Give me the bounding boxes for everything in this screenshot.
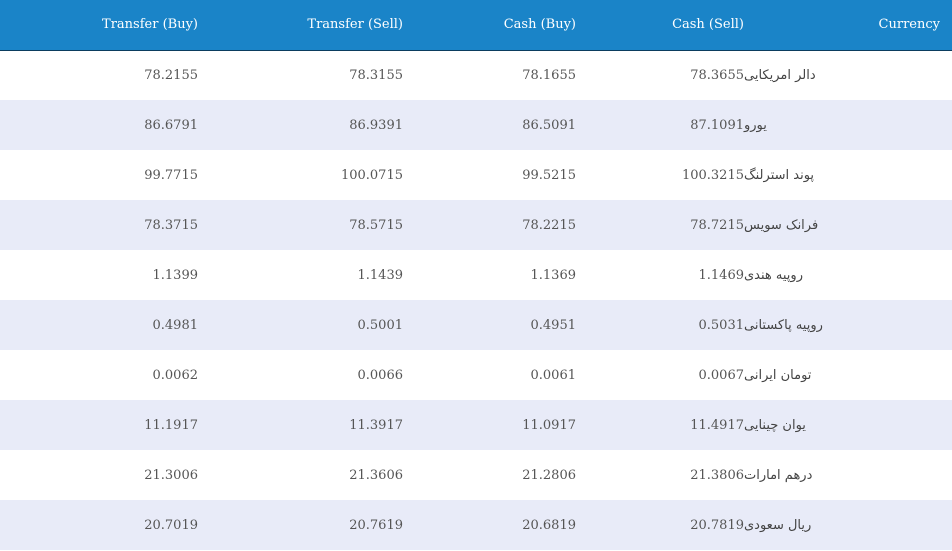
cell-currency: دالر امریکایی <box>744 67 816 83</box>
cell-cash-sell: 1.1469 <box>698 267 745 283</box>
cell-cash-buy: 21.2806 <box>522 467 576 483</box>
header-cash-buy[interactable]: Cash (Buy) <box>503 17 576 33</box>
table-row: 78.3715 78.5715 78.2215 78.7215 فرانک سو… <box>0 200 952 250</box>
cell-transfer-sell: 100.0715 <box>340 167 403 183</box>
table-body: 78.2155 78.3155 78.1655 78.3655 دالر امر… <box>0 50 952 550</box>
cell-currency: پوند استرلنگ <box>744 167 815 183</box>
cell-cash-sell: 100.3215 <box>681 167 744 183</box>
table-row: 11.1917 11.3917 11.0917 11.4917 یوان چین… <box>0 400 952 450</box>
cell-cash-buy: 78.2215 <box>522 217 576 233</box>
cell-currency: روپیه هندی <box>744 267 803 283</box>
cell-transfer-buy: 21.3006 <box>144 467 198 483</box>
cell-transfer-sell: 0.5001 <box>357 317 404 333</box>
cell-currency: یورو <box>744 117 767 133</box>
cell-cash-buy: 86.5091 <box>522 117 576 133</box>
cell-transfer-sell: 0.0066 <box>357 367 404 383</box>
cell-cash-buy: 1.1369 <box>530 267 577 283</box>
header-cash-sell[interactable]: Cash (Sell) <box>672 17 744 33</box>
cell-cash-sell: 87.1091 <box>690 117 744 133</box>
cell-cash-sell: 78.7215 <box>690 217 744 233</box>
table-row: 99.7715 100.0715 99.5215 100.3215 پوند ا… <box>0 150 952 200</box>
cell-cash-sell: 21.3806 <box>690 467 744 483</box>
cell-transfer-buy: 78.3715 <box>144 217 198 233</box>
table-row: 78.2155 78.3155 78.1655 78.3655 دالر امر… <box>0 50 952 100</box>
cell-currency: روپیه پاکستانی <box>744 317 823 333</box>
cell-cash-buy: 78.1655 <box>522 67 576 83</box>
cell-transfer-buy: 11.1917 <box>144 417 198 433</box>
cell-transfer-sell: 86.9391 <box>349 117 403 133</box>
cell-transfer-sell: 20.7619 <box>349 517 403 533</box>
table-row: 1.1399 1.1439 1.1369 1.1469 روپیه هندی <box>0 250 952 300</box>
cell-cash-sell: 20.7819 <box>690 517 744 533</box>
cell-currency: تومان ایرانی <box>744 367 812 383</box>
cell-currency: یوان چینایی <box>744 417 806 433</box>
cell-transfer-buy: 99.7715 <box>144 167 198 183</box>
cell-transfer-sell: 1.1439 <box>357 267 404 283</box>
cell-transfer-sell: 21.3606 <box>349 467 403 483</box>
cell-cash-sell: 0.0067 <box>698 367 745 383</box>
cell-transfer-buy: 86.6791 <box>144 117 198 133</box>
cell-transfer-sell: 78.3155 <box>349 67 403 83</box>
cell-transfer-buy: 0.4981 <box>152 317 199 333</box>
cell-cash-buy: 0.0061 <box>530 367 577 383</box>
table-row: 0.0062 0.0066 0.0061 0.0067 تومان ایرانی <box>0 350 952 400</box>
header-row: Transfer (Buy) Transfer (Sell) Cash (Buy… <box>0 0 952 50</box>
cell-transfer-buy: 0.0062 <box>152 367 199 383</box>
table-row: 20.7019 20.7619 20.6819 20.7819 ریال سعو… <box>0 500 952 550</box>
cell-transfer-buy: 78.2155 <box>144 67 198 83</box>
table-header: Transfer (Buy) Transfer (Sell) Cash (Buy… <box>0 0 952 50</box>
cell-transfer-buy: 1.1399 <box>152 267 199 283</box>
cell-cash-buy: 99.5215 <box>522 167 576 183</box>
cell-currency: درهم امارات <box>744 467 813 483</box>
cell-currency: ریال سعودی <box>744 517 812 533</box>
cell-cash-buy: 0.4951 <box>530 317 577 333</box>
cell-transfer-sell: 11.3917 <box>349 417 403 433</box>
header-currency[interactable]: Currency <box>878 17 940 33</box>
cell-cash-buy: 20.6819 <box>522 517 576 533</box>
cell-transfer-sell: 78.5715 <box>349 217 403 233</box>
table-row: 86.6791 86.9391 86.5091 87.1091 یورو <box>0 100 952 150</box>
cell-cash-buy: 11.0917 <box>522 417 576 433</box>
cell-cash-sell: 78.3655 <box>690 67 744 83</box>
header-transfer-sell[interactable]: Transfer (Sell) <box>307 17 403 33</box>
cell-cash-sell: 11.4917 <box>690 417 744 433</box>
cell-currency: فرانک سویس <box>744 217 819 233</box>
cell-transfer-buy: 20.7019 <box>144 517 198 533</box>
table-row: 0.4981 0.5001 0.4951 0.5031 روپیه پاکستا… <box>0 300 952 350</box>
table-row: 21.3006 21.3606 21.2806 21.3806 درهم اما… <box>0 450 952 500</box>
cell-cash-sell: 0.5031 <box>698 317 745 333</box>
header-transfer-buy[interactable]: Transfer (Buy) <box>102 17 198 33</box>
